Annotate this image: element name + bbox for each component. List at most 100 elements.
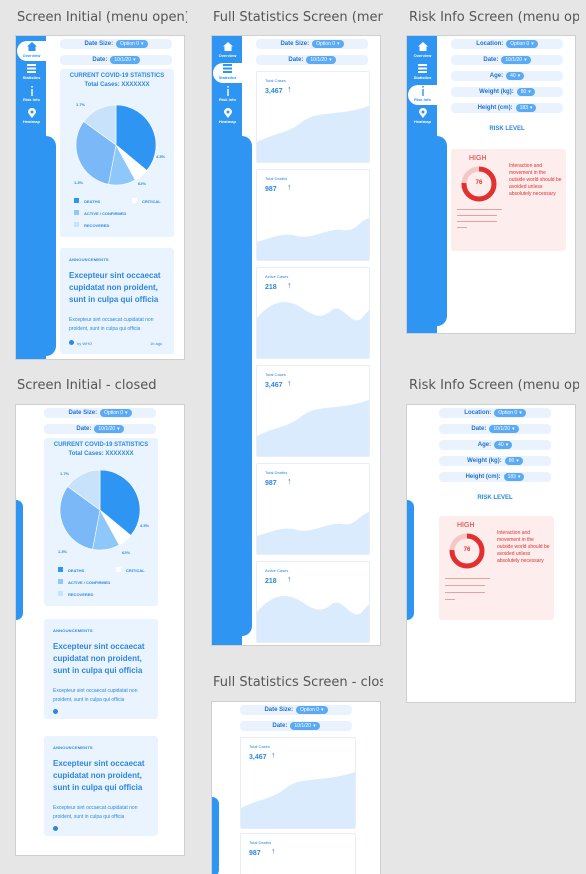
- stat-name: Total Cases: [249, 744, 270, 749]
- sidebar: Overview Statistics Risk Info Heatmap: [16, 36, 46, 359]
- sidebar-handle[interactable]: [407, 500, 414, 620]
- up-arrow-icon: ↑: [287, 574, 292, 584]
- nav-label: Statistics: [22, 75, 41, 80]
- area-chart: [241, 772, 355, 828]
- height-filter[interactable]: Height (cm): 183 ▾: [439, 472, 551, 482]
- stats-card: CURRENT COVID-19 STATISTICS Total Cases:…: [44, 438, 158, 606]
- risk-level-value: HIGH: [457, 522, 475, 529]
- date-size-filter[interactable]: Date Size: Option 0 ▾: [240, 705, 352, 715]
- stat-card[interactable]: Total Deaths 987 ↑: [256, 169, 370, 261]
- stat-value: 3,467: [249, 754, 267, 761]
- risk-score: 76: [475, 180, 483, 186]
- stat-name: Total Deaths: [265, 176, 288, 181]
- sidebar-handle[interactable]: [242, 136, 252, 636]
- nav-risk-info[interactable]: Risk Info: [17, 85, 46, 105]
- date-filter[interactable]: Date: 10/1/20 ▾: [60, 55, 172, 65]
- up-arrow-icon: ↑: [271, 750, 276, 760]
- stat-name: Total Deaths: [265, 470, 288, 475]
- announcement-headline: Excepteur sint occaecat cupidatat non pr…: [53, 642, 145, 675]
- nav-risk-info[interactable]: Risk Info: [408, 85, 437, 105]
- sidebar-handle[interactable]: [437, 136, 447, 326]
- announcement-card[interactable]: ANNOUNCEMENTS Excepteur sint occaecat cu…: [60, 248, 174, 354]
- divider: [445, 599, 455, 600]
- nav-heatmap[interactable]: Heatmap: [17, 107, 46, 127]
- nav-overview[interactable]: Overview: [213, 41, 242, 61]
- frame-title: Risk Info Screen (menu open): [409, 378, 579, 393]
- up-arrow-icon: ↑: [287, 476, 292, 486]
- sidebar-handle[interactable]: [46, 136, 56, 356]
- nav-overview[interactable]: Overview: [408, 41, 437, 61]
- list-icon: [26, 63, 37, 74]
- stat-value: 218: [265, 284, 277, 291]
- legend-label: CRITICAL: [126, 568, 145, 573]
- full-statistics-open: Overview Statistics Risk Info Heatmap Da…: [211, 35, 381, 646]
- legend-label: RECOVERED: [84, 223, 110, 228]
- date-filter[interactable]: Date: 10/1/20 ▾: [240, 721, 352, 731]
- info-icon: [222, 85, 233, 96]
- stat-card[interactable]: Active Cases 218 ↑: [256, 267, 370, 359]
- nav-statistics[interactable]: Statistics: [17, 63, 46, 83]
- total-cases: Total Cases: XXXXXXX: [84, 82, 150, 88]
- nav-heatmap[interactable]: Heatmap: [408, 107, 437, 127]
- stat-card[interactable]: Total Deaths 987 ↑: [240, 833, 356, 874]
- stat-value: 3,467: [265, 88, 283, 95]
- risk-gauge: [449, 533, 485, 569]
- date-filter[interactable]: Date: 10/1/20 ▾: [256, 55, 368, 65]
- risk-level-value: HIGH: [469, 155, 487, 162]
- risk-card: HIGH 76 Interaction and movement in the …: [451, 149, 566, 251]
- legend-swatch: [58, 567, 63, 572]
- sidebar-handle[interactable]: [212, 797, 219, 874]
- pct-label: 62%: [138, 181, 147, 186]
- date-filter[interactable]: Date: 10/1/20 ▾: [451, 55, 563, 65]
- date-size-filter[interactable]: Date Size: Option 0 ▾: [60, 39, 172, 49]
- date-filter[interactable]: Date: 10/1/20 ▾: [439, 424, 551, 434]
- pct-label: 1.3%: [74, 180, 84, 185]
- nav-risk-info[interactable]: Risk Info: [213, 85, 242, 105]
- nav-overview[interactable]: Overview: [17, 41, 46, 61]
- legend-swatch: [74, 198, 79, 203]
- announcement-heading: ANNOUNCEMENTS: [53, 628, 93, 633]
- date-filter[interactable]: Date: 10/1/20 ▾: [44, 424, 156, 434]
- legend-swatch: [132, 198, 137, 203]
- risk-info-open: Overview Statistics Risk Info Heatmap Lo…: [406, 35, 576, 334]
- weight-filter[interactable]: Weight (kg): 80 ▾: [439, 456, 551, 466]
- height-filter[interactable]: Height (cm): 183 ▾: [451, 103, 563, 113]
- announcement-card[interactable]: ANNOUNCEMENTS Excepteur sint occaecat cu…: [44, 736, 158, 836]
- announcement-card[interactable]: ANNOUNCEMENTS Excepteur sint occaecat cu…: [44, 619, 158, 719]
- date-size-filter[interactable]: Date Size: Option 0 ▾: [44, 408, 156, 418]
- stat-card[interactable]: Total Deaths 987 ↑: [256, 463, 370, 555]
- age-filter[interactable]: Age: 40 ▾: [439, 440, 551, 450]
- sidebar-handle[interactable]: [16, 500, 23, 620]
- location-filter[interactable]: Location: Option 0 ▾: [439, 408, 551, 418]
- nav-label: Statistics: [218, 75, 237, 80]
- legend-label: CRITICAL: [142, 199, 161, 204]
- up-arrow-icon: ↑: [287, 280, 292, 290]
- location-pin-icon: [222, 107, 233, 118]
- stats-title: CURRENT COVID-19 STATISTICS: [53, 442, 149, 448]
- weight-filter[interactable]: Weight (kg): 80 ▾: [451, 87, 563, 97]
- nav-label: Heatmap: [23, 119, 40, 124]
- nav-heatmap[interactable]: Heatmap: [213, 107, 242, 127]
- stat-card[interactable]: Active Cases 218 ↑: [256, 561, 370, 643]
- full-statistics-closed: Date Size: Option 0 ▾ Date: 10/1/20 ▾ Total …: [211, 701, 381, 874]
- pie-chart: [75, 104, 157, 186]
- stat-card[interactable]: Total Cases 3,467 ↑: [240, 737, 356, 829]
- age-filter[interactable]: Age: 40 ▾: [451, 71, 563, 81]
- divider: [445, 592, 485, 593]
- area-chart: [257, 106, 369, 162]
- up-arrow-icon: ↑: [287, 378, 292, 388]
- home-icon: [417, 41, 428, 52]
- area-chart: [257, 302, 369, 358]
- pct-label: 62%: [122, 550, 131, 555]
- date-size-filter[interactable]: Date Size: Option 0 ▾: [256, 39, 368, 49]
- area-chart: [257, 400, 369, 456]
- risk-level-label: RISK LEVEL: [489, 126, 525, 132]
- nav-statistics[interactable]: Statistics: [408, 63, 437, 83]
- legend-label: ACTIVE / CONFIRMED: [84, 211, 127, 216]
- nav-statistics[interactable]: Statistics: [213, 63, 242, 83]
- risk-message: Interaction and movement in the outside …: [509, 163, 562, 197]
- stat-card[interactable]: Total Cases 3,467 ↑: [256, 365, 370, 457]
- nav-label: Risk Info: [414, 97, 431, 102]
- stat-card[interactable]: Total Cases 3,467 ↑: [256, 71, 370, 163]
- location-filter[interactable]: Location: Option 0 ▾: [451, 39, 563, 49]
